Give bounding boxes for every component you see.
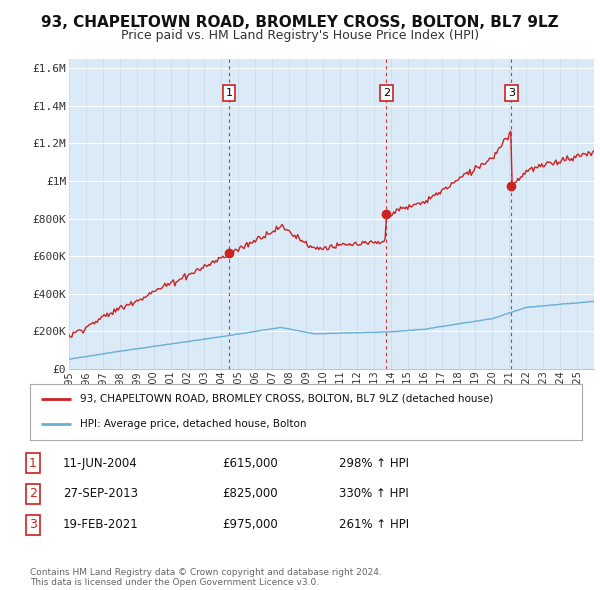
Text: £615,000: £615,000 xyxy=(222,457,278,470)
Text: 330% ↑ HPI: 330% ↑ HPI xyxy=(339,487,409,500)
Text: 1: 1 xyxy=(29,457,37,470)
Text: 2: 2 xyxy=(29,487,37,500)
Text: 298% ↑ HPI: 298% ↑ HPI xyxy=(339,457,409,470)
Text: 2: 2 xyxy=(383,88,390,98)
Text: 93, CHAPELTOWN ROAD, BROMLEY CROSS, BOLTON, BL7 9LZ: 93, CHAPELTOWN ROAD, BROMLEY CROSS, BOLT… xyxy=(41,15,559,30)
Text: 3: 3 xyxy=(508,88,515,98)
Text: HPI: Average price, detached house, Bolton: HPI: Average price, detached house, Bolt… xyxy=(80,419,306,430)
Text: £825,000: £825,000 xyxy=(222,487,278,500)
Text: 261% ↑ HPI: 261% ↑ HPI xyxy=(339,518,409,531)
Text: 11-JUN-2004: 11-JUN-2004 xyxy=(63,457,138,470)
Text: 1: 1 xyxy=(226,88,232,98)
Text: 27-SEP-2013: 27-SEP-2013 xyxy=(63,487,138,500)
Text: 3: 3 xyxy=(29,518,37,531)
Text: 93, CHAPELTOWN ROAD, BROMLEY CROSS, BOLTON, BL7 9LZ (detached house): 93, CHAPELTOWN ROAD, BROMLEY CROSS, BOLT… xyxy=(80,394,493,404)
Text: £975,000: £975,000 xyxy=(222,518,278,531)
Text: Contains HM Land Registry data © Crown copyright and database right 2024.
This d: Contains HM Land Registry data © Crown c… xyxy=(30,568,382,587)
Text: 19-FEB-2021: 19-FEB-2021 xyxy=(63,518,139,531)
Text: Price paid vs. HM Land Registry's House Price Index (HPI): Price paid vs. HM Land Registry's House … xyxy=(121,29,479,42)
